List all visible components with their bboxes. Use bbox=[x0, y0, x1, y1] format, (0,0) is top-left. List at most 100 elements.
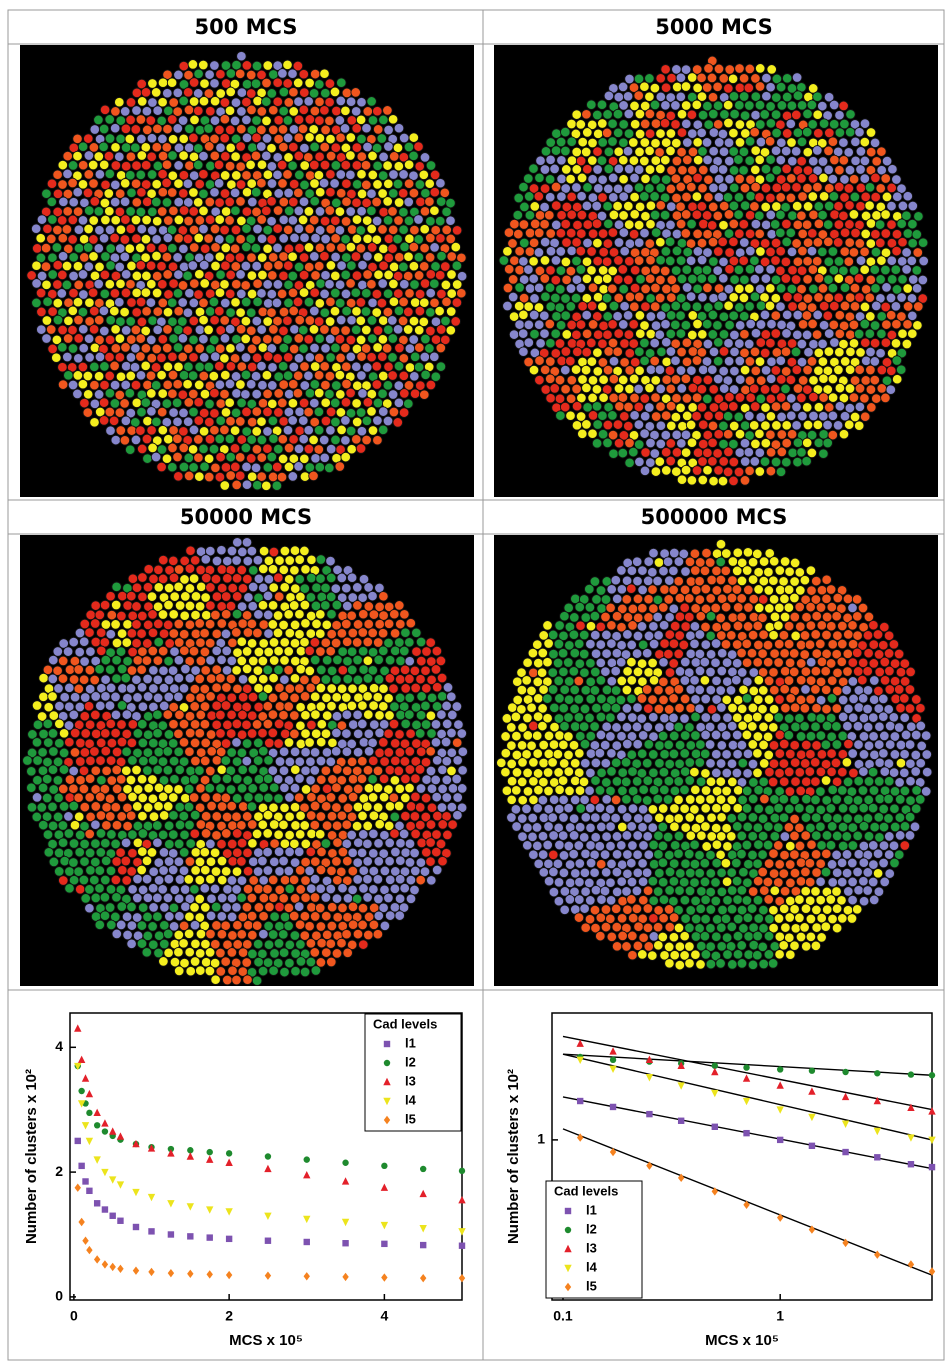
cell bbox=[169, 206, 179, 216]
cell bbox=[567, 119, 577, 129]
cell bbox=[206, 766, 216, 776]
cell bbox=[310, 306, 320, 316]
cell bbox=[116, 134, 126, 144]
cell bbox=[212, 683, 222, 693]
cell bbox=[109, 416, 119, 426]
cell bbox=[833, 421, 843, 431]
cell bbox=[446, 326, 456, 336]
cell bbox=[555, 339, 565, 349]
cell bbox=[409, 316, 419, 326]
cell bbox=[573, 347, 583, 357]
cell bbox=[294, 847, 304, 857]
cell bbox=[227, 546, 237, 556]
cell bbox=[226, 674, 236, 684]
cell bbox=[438, 765, 448, 775]
cell bbox=[390, 646, 400, 656]
cell bbox=[588, 138, 598, 148]
cell bbox=[106, 756, 116, 766]
cell bbox=[872, 394, 882, 404]
cell bbox=[776, 393, 786, 403]
cell bbox=[807, 448, 817, 458]
cell bbox=[691, 585, 701, 595]
cell bbox=[624, 164, 634, 174]
cell bbox=[776, 284, 786, 294]
cell bbox=[713, 356, 723, 366]
cell bbox=[257, 178, 267, 188]
cell bbox=[582, 420, 592, 430]
cell bbox=[737, 594, 747, 604]
cell bbox=[236, 197, 246, 207]
cell bbox=[195, 179, 205, 189]
cell bbox=[675, 631, 685, 641]
cell bbox=[850, 192, 860, 202]
cell bbox=[321, 125, 331, 135]
cell bbox=[914, 302, 924, 312]
cell bbox=[379, 316, 389, 326]
cell bbox=[405, 363, 415, 373]
cell bbox=[264, 647, 274, 657]
cell bbox=[107, 920, 117, 930]
cell bbox=[131, 325, 141, 335]
cell bbox=[269, 638, 279, 648]
cell bbox=[78, 362, 88, 372]
cell bbox=[272, 481, 282, 491]
cell bbox=[630, 265, 640, 275]
cell bbox=[661, 65, 671, 75]
cell bbox=[267, 235, 277, 245]
cell bbox=[191, 939, 201, 949]
cell bbox=[593, 330, 603, 340]
cell bbox=[90, 125, 100, 135]
cell bbox=[247, 417, 257, 427]
cell bbox=[275, 556, 285, 566]
cell bbox=[357, 352, 367, 362]
cell bbox=[845, 365, 855, 375]
cell bbox=[415, 306, 425, 316]
cell bbox=[848, 658, 858, 668]
cell bbox=[351, 325, 361, 335]
cell bbox=[231, 98, 241, 108]
cell bbox=[417, 692, 427, 702]
cell bbox=[101, 838, 111, 848]
cell bbox=[268, 416, 278, 426]
cell bbox=[426, 857, 436, 867]
cell bbox=[671, 375, 681, 385]
cell bbox=[63, 334, 73, 344]
cell bbox=[348, 848, 358, 858]
cell bbox=[363, 251, 373, 261]
cell bbox=[347, 701, 357, 711]
cell bbox=[745, 229, 755, 239]
cell bbox=[912, 284, 922, 294]
cell bbox=[393, 179, 403, 189]
cell bbox=[749, 421, 759, 431]
cell bbox=[233, 920, 243, 930]
cell bbox=[603, 438, 613, 448]
cell bbox=[598, 175, 608, 185]
cell bbox=[48, 821, 58, 831]
cell bbox=[305, 738, 315, 748]
cell bbox=[285, 793, 295, 803]
cell bbox=[221, 867, 231, 877]
cell bbox=[853, 631, 863, 641]
cell bbox=[127, 298, 137, 308]
cell bbox=[290, 233, 300, 243]
cell bbox=[776, 228, 786, 238]
cell bbox=[620, 339, 630, 349]
cell bbox=[426, 838, 436, 848]
cell bbox=[352, 198, 362, 208]
cell bbox=[137, 224, 147, 234]
cell bbox=[248, 765, 258, 775]
cell bbox=[263, 280, 273, 290]
cell bbox=[793, 128, 803, 138]
cell bbox=[729, 476, 739, 486]
cell bbox=[709, 164, 719, 174]
cell bbox=[373, 875, 383, 885]
cell bbox=[359, 609, 369, 619]
cell bbox=[681, 82, 691, 92]
cell bbox=[385, 711, 395, 721]
cell bbox=[279, 142, 289, 152]
cell bbox=[241, 353, 251, 363]
cell bbox=[645, 146, 655, 156]
cell bbox=[249, 857, 259, 867]
cell bbox=[677, 439, 687, 449]
